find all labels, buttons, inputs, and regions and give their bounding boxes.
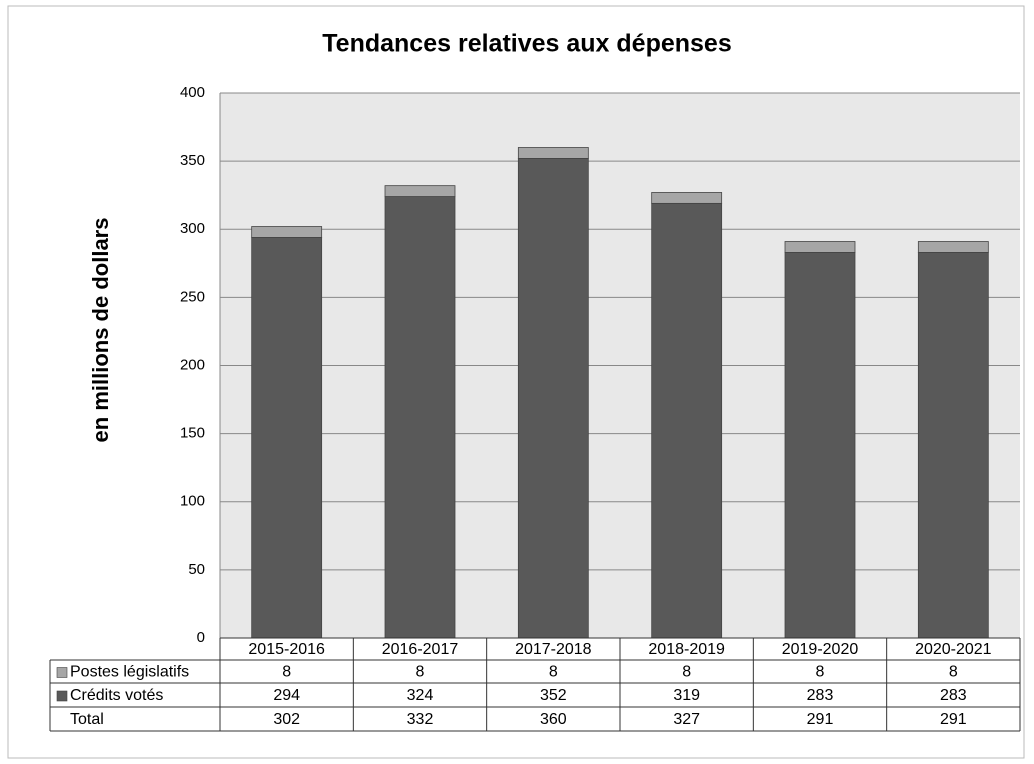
table-value: 8 [549, 664, 558, 681]
total-label: Total [70, 711, 104, 728]
table-value: 8 [949, 664, 958, 681]
bar-segment [651, 202, 723, 639]
x-tick-label: 2015-2016 [248, 641, 325, 658]
bar-segment [251, 237, 323, 639]
y-tick-label: 300 [180, 220, 205, 237]
x-tick-label: 2016-2017 [382, 641, 459, 658]
table-value: 302 [273, 711, 300, 728]
bar-segment [917, 241, 989, 253]
legend-label: Crédits votés [70, 687, 163, 704]
table-value: 291 [940, 711, 967, 728]
bar-segment [917, 252, 989, 639]
x-tick-label: 2017-2018 [515, 641, 592, 658]
legend-label: Postes législatifs [70, 664, 189, 681]
table-value: 360 [540, 711, 567, 728]
x-tick-label: 2019-2020 [782, 641, 859, 658]
bar-segment [251, 226, 323, 238]
y-tick-label: 350 [180, 152, 205, 169]
y-tick-label: 50 [188, 561, 205, 578]
table-value: 291 [807, 711, 834, 728]
table-value: 8 [816, 664, 825, 681]
x-tick-label: 2018-2019 [648, 641, 725, 658]
table-value: 327 [673, 711, 700, 728]
y-tick-label: 0 [197, 629, 205, 646]
table-value: 283 [940, 687, 967, 704]
y-axis-label: en millions de dollars [88, 218, 113, 443]
chart-title: Tendances relatives aux dépenses [322, 30, 731, 58]
table-value: 8 [416, 664, 425, 681]
bar-segment [784, 241, 856, 253]
x-tick-label: 2020-2021 [915, 641, 992, 658]
y-tick-label: 250 [180, 288, 205, 305]
table-value: 8 [282, 664, 291, 681]
y-tick-label: 200 [180, 356, 205, 373]
bar-segment [384, 196, 456, 639]
bar-segment [784, 252, 856, 639]
table-value: 294 [273, 687, 300, 704]
bar-segment [384, 185, 456, 197]
table-value: 319 [673, 687, 700, 704]
y-tick-label: 400 [180, 84, 205, 101]
legend-swatch [56, 690, 68, 702]
table-value: 324 [407, 687, 434, 704]
bar-segment [517, 157, 589, 639]
table-value: 8 [682, 664, 691, 681]
y-tick-label: 150 [180, 425, 205, 442]
table-value: 332 [407, 711, 434, 728]
table-value: 352 [540, 687, 567, 704]
table-value: 283 [807, 687, 834, 704]
bar-segment [517, 147, 589, 159]
bar-segment [651, 192, 723, 204]
legend-swatch [56, 667, 68, 678]
y-tick-label: 100 [180, 493, 205, 510]
